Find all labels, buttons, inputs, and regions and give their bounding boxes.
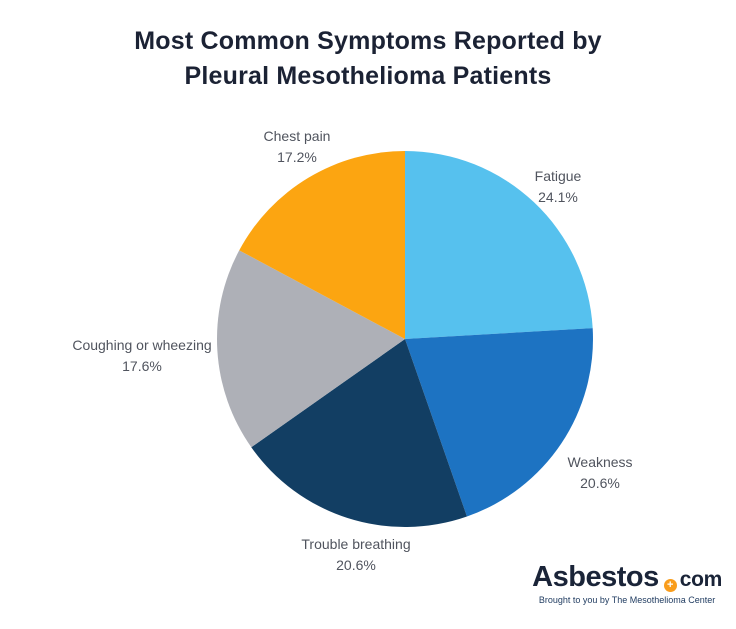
slice-label-text: Weakness (567, 454, 633, 470)
slice-label-pct: 17.2% (277, 149, 317, 165)
chart-title-line1: Most Common Symptoms Reported by (134, 27, 602, 55)
slice-label-chest-pain: Chest pain 17.2% (264, 126, 331, 168)
logo-wordmark: Asbestos + com (532, 561, 722, 594)
slice-label-coughing-or-wheezing: Coughing or wheezing 17.6% (72, 335, 211, 377)
slice-label-pct: 20.6% (336, 557, 376, 573)
logo-tagline: Brought to you by The Mesothelioma Cente… (538, 595, 716, 605)
logo-brand-main: Asbestos (532, 561, 659, 593)
slice-label-pct: 17.6% (122, 358, 162, 374)
asbestos-logo: Asbestos + com Brought to you by The Mes… (532, 561, 722, 605)
pie-slice-weakness (405, 328, 593, 517)
slice-label-weakness: Weakness 20.6% (567, 452, 632, 494)
chart-title-line2: Pleural Mesothelioma Patients (184, 62, 552, 90)
slice-label-text: Chest pain (263, 128, 331, 144)
slice-label-text: Trouble breathing (301, 536, 411, 552)
pie-slice-coughing-or-wheezing (216, 250, 405, 448)
slice-label-text: Coughing or wheezing (72, 337, 212, 353)
logo-brand-suffix: com (679, 568, 723, 591)
plus-icon: + (667, 579, 674, 591)
pie-slice-trouble-breathing (251, 339, 467, 528)
pie-slice-chest-pain (239, 151, 405, 339)
slice-label-pct: 20.6% (580, 475, 620, 491)
logo-plus-dot-icon: + (663, 579, 677, 592)
slice-label-text: Fatigue (534, 168, 582, 184)
chart-title: Most Common Symptoms Reported by Pleural… (0, 24, 736, 94)
slice-label-fatigue: Fatigue 24.1% (535, 166, 582, 208)
pie-slice-fatigue (405, 151, 593, 339)
slice-label-trouble-breathing: Trouble breathing 20.6% (301, 534, 410, 576)
slice-label-pct: 24.1% (538, 189, 578, 205)
